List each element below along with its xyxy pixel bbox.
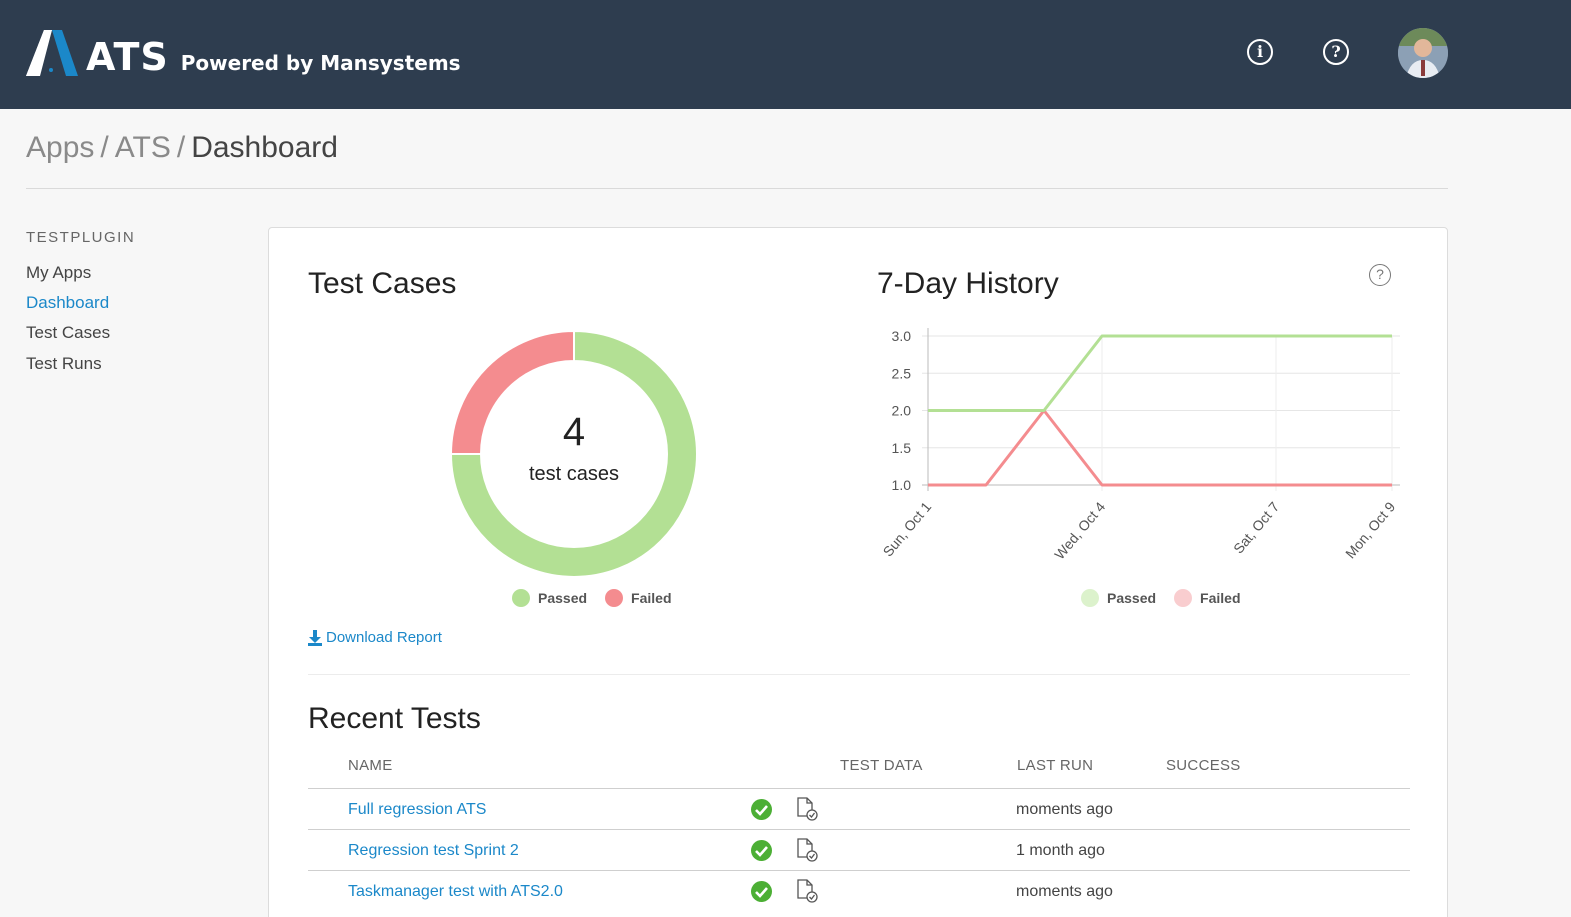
failed-dot-icon — [605, 589, 624, 607]
divider — [26, 188, 1448, 189]
success-check-icon — [751, 840, 772, 861]
history-line-chart: 1.0 1.5 2.0 2.5 3.0 Sun, Oct 1 Wed, Oct 4 Sat, … — [880, 328, 1400, 562]
history-title: 7-Day History — [877, 267, 1059, 300]
x-tick-label: Sun, Oct 1 — [880, 498, 935, 559]
legend-item-failed[interactable]: Failed — [605, 589, 672, 607]
last-run-value: moments ago — [1016, 801, 1113, 818]
user-avatar[interactable] — [1398, 28, 1448, 78]
y-tick-label: 2.0 — [892, 403, 912, 419]
failed-dot-icon — [1174, 589, 1193, 607]
test-data-document-icon[interactable] — [795, 838, 819, 862]
test-case-count: 4 — [562, 410, 586, 454]
column-header-last-run[interactable]: LAST RUN — [1017, 757, 1094, 774]
recent-tests-title: Recent Tests — [308, 702, 481, 735]
history-legend: Passed Failed — [1081, 589, 1259, 607]
sidebar-item-my-apps[interactable]: My Apps — [26, 263, 92, 282]
x-tick-label: Wed, Oct 4 — [1051, 498, 1108, 562]
sidebar-title: TESTPLUGIN — [26, 229, 136, 246]
column-header-success[interactable]: SUCCESS — [1166, 757, 1241, 774]
test-data-document-icon[interactable] — [795, 797, 819, 821]
sidebar-item-test-runs[interactable]: Test Runs — [26, 354, 102, 373]
table-row[interactable]: Taskmanager test with ATS2.0 moments ago — [308, 870, 1410, 911]
y-tick-label: 1.0 — [892, 477, 912, 493]
test-cases-donut-chart — [450, 330, 698, 578]
avatar-photo-icon — [1398, 28, 1448, 78]
divider — [308, 674, 1410, 675]
last-run-value: moments ago — [1016, 883, 1113, 900]
legend-item-passed[interactable]: Passed — [512, 589, 587, 607]
success-check-icon — [751, 799, 772, 820]
breadcrumb-ats[interactable]: ATS — [114, 131, 171, 164]
dashboard-card — [268, 227, 1448, 917]
column-header-name[interactable]: NAME — [348, 757, 393, 774]
legend-label: Failed — [631, 590, 672, 606]
test-name-link[interactable]: Regression test Sprint 2 — [348, 842, 519, 859]
x-tick-label: Sat, Oct 7 — [1230, 498, 1282, 556]
sidebar-item-test-cases[interactable]: Test Cases — [26, 323, 111, 342]
breadcrumb-separator: / — [100, 131, 109, 164]
y-tick-label: 3.0 — [892, 328, 912, 344]
breadcrumb-separator: / — [176, 131, 186, 164]
legend-label: Passed — [1107, 590, 1157, 606]
passed-dot-icon — [512, 589, 530, 607]
logo-subtitle: Powered by Mansystems — [180, 51, 461, 75]
history-help-icon[interactable]: ? — [1369, 264, 1391, 286]
table-row[interactable]: Full regression ATS moments ago — [308, 788, 1410, 829]
info-icon[interactable]: i — [1247, 39, 1273, 65]
logo-text: ATS — [86, 35, 169, 79]
last-run-value: 1 month ago — [1016, 842, 1105, 859]
y-tick-label: 1.5 — [892, 440, 912, 456]
test-name-link[interactable]: Full regression ATS — [348, 801, 487, 818]
donut-legend: Passed Failed — [512, 589, 690, 607]
test-case-caption: test cases — [528, 463, 620, 485]
breadcrumb: Apps / ATS / Dashboard — [26, 131, 338, 165]
series-line-failed[interactable] — [928, 409, 1392, 487]
legend-item-passed[interactable]: Passed — [1081, 589, 1156, 607]
legend-label: Passed — [538, 590, 588, 606]
top-navbar: ATS Powered by Mansystems i ? — [0, 0, 1571, 109]
donut-slice-passed[interactable] — [450, 330, 698, 578]
breadcrumb-dashboard: Dashboard — [191, 131, 338, 164]
y-tick-label: 2.5 — [892, 365, 912, 381]
download-icon — [308, 629, 322, 646]
ats-logo-icon — [26, 30, 78, 76]
legend-item-failed[interactable]: Failed — [1174, 589, 1241, 607]
breadcrumb-apps[interactable]: Apps — [26, 131, 95, 164]
x-tick-label: Mon, Oct 9 — [1342, 498, 1398, 561]
series-line-passed[interactable] — [928, 334, 1392, 412]
ats-logo[interactable]: ATS Powered by Mansystems — [26, 30, 461, 76]
passed-dot-icon — [1081, 589, 1099, 607]
test-name-link[interactable]: Taskmanager test with ATS2.0 — [348, 883, 563, 900]
download-report-label: Download Report — [326, 629, 442, 646]
test-cases-title: Test Cases — [308, 267, 457, 300]
column-header-test-data[interactable]: TEST DATA — [840, 757, 923, 774]
table-row[interactable]: Regression test Sprint 2 1 month ago — [308, 829, 1410, 870]
download-report-link[interactable]: Download Report — [308, 629, 442, 646]
donut-slice-failed[interactable] — [450, 330, 575, 455]
legend-label: Failed — [1200, 590, 1241, 606]
sidebar-item-dashboard[interactable]: Dashboard — [26, 293, 110, 312]
success-check-icon — [751, 881, 772, 902]
test-data-document-icon[interactable] — [795, 879, 819, 903]
help-icon[interactable]: ? — [1323, 39, 1349, 65]
